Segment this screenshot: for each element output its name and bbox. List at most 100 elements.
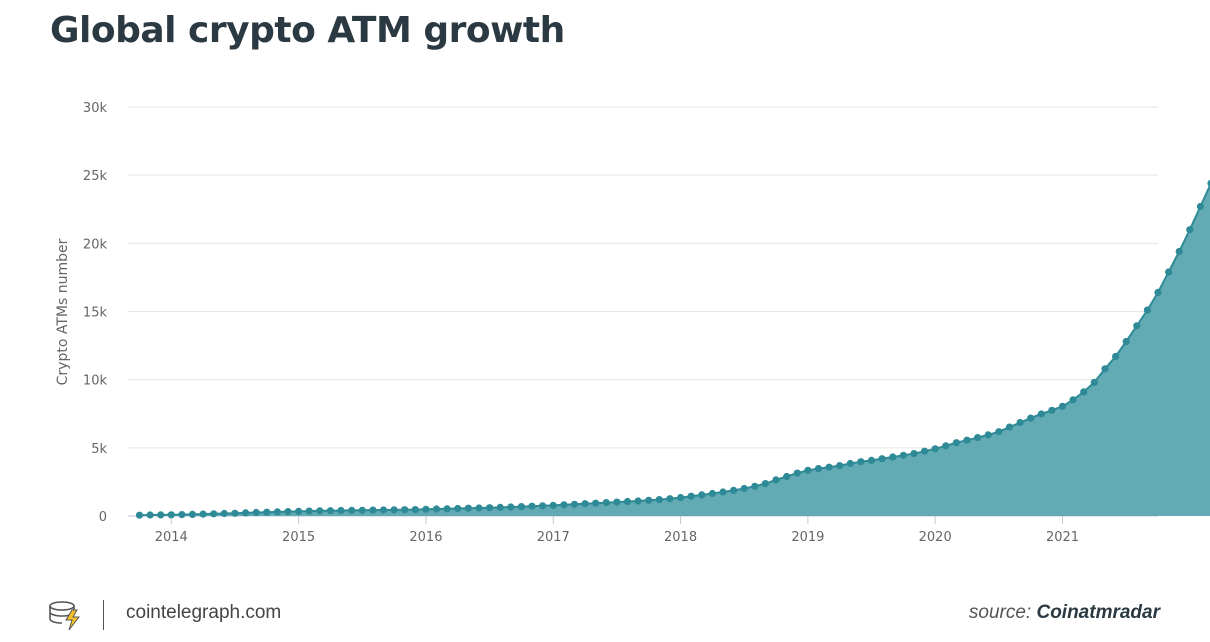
data-point[interactable] xyxy=(719,488,727,496)
data-point[interactable] xyxy=(167,511,175,519)
data-point[interactable] xyxy=(188,510,197,518)
data-point[interactable] xyxy=(231,509,239,517)
data-point[interactable] xyxy=(921,447,929,455)
data-point[interactable] xyxy=(910,450,918,458)
data-point[interactable] xyxy=(560,501,568,509)
data-point[interactable] xyxy=(698,491,706,499)
data-point[interactable] xyxy=(708,489,717,498)
data-point[interactable] xyxy=(1069,396,1077,404)
data-point[interactable] xyxy=(963,436,971,444)
data-point[interactable] xyxy=(867,456,876,464)
data-point[interactable] xyxy=(645,496,653,504)
data-point[interactable] xyxy=(1112,352,1120,361)
data-point[interactable] xyxy=(1196,202,1204,211)
data-point[interactable] xyxy=(1080,388,1088,396)
data-point[interactable] xyxy=(1154,288,1162,296)
data-point[interactable] xyxy=(1101,365,1109,373)
data-point[interactable] xyxy=(1016,419,1024,427)
data-point[interactable] xyxy=(687,492,695,500)
data-point[interactable] xyxy=(1090,378,1098,386)
data-point[interactable] xyxy=(1037,410,1045,418)
data-point[interactable] xyxy=(1165,268,1173,276)
data-point[interactable] xyxy=(942,442,950,450)
data-point[interactable] xyxy=(889,453,897,461)
data-point[interactable] xyxy=(1058,402,1067,410)
data-point[interactable] xyxy=(496,503,504,511)
data-point[interactable] xyxy=(931,445,939,453)
data-point[interactable] xyxy=(507,503,515,511)
data-point[interactable] xyxy=(857,458,865,466)
data-point[interactable] xyxy=(1143,306,1151,314)
data-point[interactable] xyxy=(974,434,982,442)
data-point[interactable] xyxy=(486,504,494,512)
data-point[interactable] xyxy=(517,503,526,511)
data-point[interactable] xyxy=(804,466,812,474)
data-point[interactable] xyxy=(751,482,759,490)
data-point[interactable] xyxy=(730,486,738,494)
data-point[interactable] xyxy=(252,508,260,517)
data-point[interactable] xyxy=(443,505,451,513)
data-point[interactable] xyxy=(623,497,632,506)
data-point[interactable] xyxy=(1005,423,1014,431)
data-point[interactable] xyxy=(178,510,186,519)
data-point[interactable] xyxy=(825,463,833,471)
data-point[interactable] xyxy=(295,507,303,515)
data-point[interactable] xyxy=(411,506,419,514)
data-point[interactable] xyxy=(210,510,218,518)
data-point[interactable] xyxy=(761,480,770,488)
data-point[interactable] xyxy=(1133,322,1141,330)
data-point[interactable] xyxy=(284,508,292,516)
data-point[interactable] xyxy=(581,500,589,508)
data-point[interactable] xyxy=(952,439,961,447)
data-point[interactable] xyxy=(1027,414,1035,422)
data-point[interactable] xyxy=(793,469,801,477)
data-point[interactable] xyxy=(273,508,281,516)
data-point[interactable] xyxy=(157,511,165,519)
data-point[interactable] xyxy=(242,509,250,517)
data-point[interactable] xyxy=(783,472,791,481)
data-point[interactable] xyxy=(655,496,663,504)
data-point[interactable] xyxy=(464,504,472,512)
data-point[interactable] xyxy=(677,494,685,502)
data-point[interactable] xyxy=(135,511,144,519)
data-point[interactable] xyxy=(899,451,908,459)
data-point[interactable] xyxy=(836,462,844,470)
data-point[interactable] xyxy=(263,508,271,516)
data-point[interactable] xyxy=(528,502,536,510)
data-point[interactable] xyxy=(454,504,462,513)
data-point[interactable] xyxy=(602,499,610,507)
data-point[interactable] xyxy=(772,476,780,484)
data-point[interactable] xyxy=(634,497,642,505)
data-point[interactable] xyxy=(358,506,366,514)
data-point[interactable] xyxy=(1186,226,1194,234)
data-point[interactable] xyxy=(846,459,854,468)
data-point[interactable] xyxy=(316,507,324,515)
data-point[interactable] xyxy=(220,509,228,518)
data-point[interactable] xyxy=(613,498,621,506)
data-point[interactable] xyxy=(305,507,313,515)
data-point[interactable] xyxy=(570,500,579,508)
data-point[interactable] xyxy=(1122,337,1130,346)
data-point[interactable] xyxy=(984,431,992,439)
data-point[interactable] xyxy=(475,504,483,512)
data-point[interactable] xyxy=(348,506,356,514)
data-point[interactable] xyxy=(1048,406,1056,414)
data-point[interactable] xyxy=(995,428,1003,436)
data-point[interactable] xyxy=(199,510,207,518)
data-point[interactable] xyxy=(539,502,547,510)
data-point[interactable] xyxy=(666,495,674,503)
data-point[interactable] xyxy=(146,511,154,519)
data-point[interactable] xyxy=(326,507,334,515)
data-point[interactable] xyxy=(549,501,557,509)
data-point[interactable] xyxy=(422,505,430,513)
data-point[interactable] xyxy=(390,506,398,514)
data-point[interactable] xyxy=(1175,247,1183,256)
data-point[interactable] xyxy=(878,455,886,463)
data-point[interactable] xyxy=(592,499,600,507)
data-point[interactable] xyxy=(369,506,377,514)
data-point[interactable] xyxy=(1207,179,1210,187)
data-point[interactable] xyxy=(432,505,441,513)
data-point[interactable] xyxy=(740,484,748,493)
data-point[interactable] xyxy=(814,465,823,473)
data-point[interactable] xyxy=(337,506,345,515)
